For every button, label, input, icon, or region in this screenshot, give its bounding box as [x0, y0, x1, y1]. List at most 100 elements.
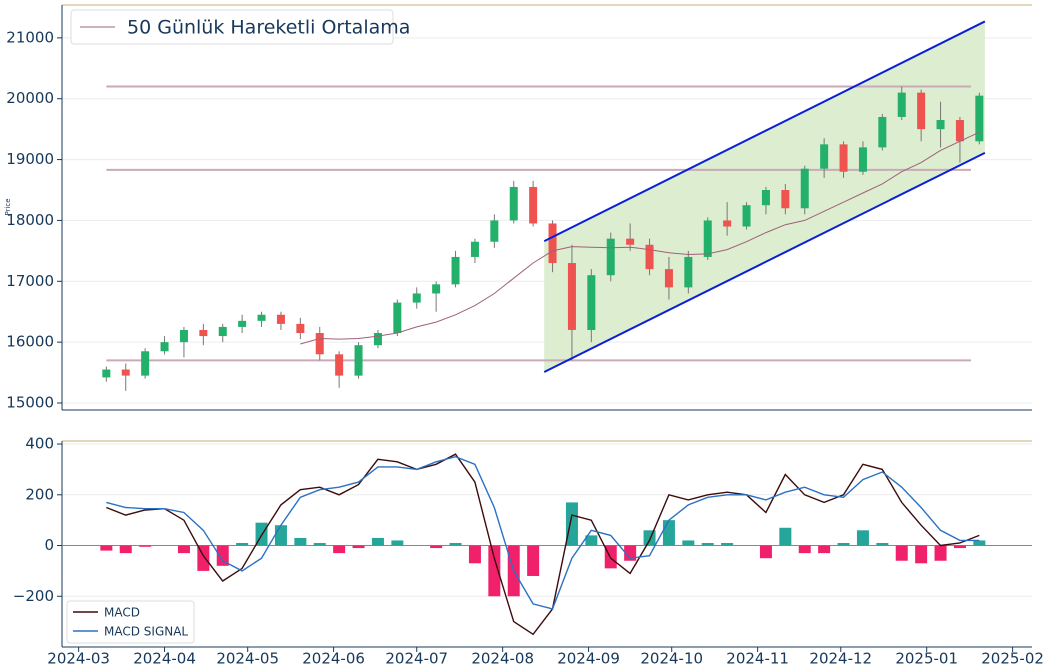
histogram-bar — [779, 527, 792, 546]
histogram-bar — [973, 540, 986, 546]
x-tick-label: 2024-08 — [471, 650, 534, 668]
x-tick-label: 2024-07 — [385, 650, 448, 668]
candle-body — [276, 314, 285, 324]
histogram-bar — [798, 545, 811, 554]
histogram-bar — [662, 520, 675, 546]
candle-body — [238, 320, 247, 327]
legend-label: 50 Günlük Hareketli Ortalama — [127, 17, 410, 39]
candle-body — [936, 120, 945, 130]
histogram-bar — [468, 545, 481, 564]
candle-body — [723, 220, 732, 227]
histogram-bar — [391, 540, 404, 546]
candle-body — [296, 323, 305, 334]
histogram-bar — [352, 545, 365, 549]
candle-body — [121, 369, 130, 376]
histogram-bar — [527, 545, 540, 576]
x-tick-label: 2024-10 — [640, 650, 703, 668]
histogram-bar — [333, 545, 346, 554]
candle-body — [800, 168, 809, 209]
candle-body — [781, 190, 790, 209]
candle-body — [490, 220, 499, 242]
histogram-bar — [119, 545, 132, 554]
candle-body — [218, 326, 227, 337]
histogram-bar — [177, 545, 190, 554]
candle-body — [160, 342, 169, 352]
histogram-bar — [274, 525, 287, 546]
histogram-bar — [371, 537, 384, 546]
candle-body — [761, 190, 770, 206]
histogram-bar — [701, 542, 714, 546]
candle-body — [975, 95, 984, 142]
histogram-bar — [895, 545, 908, 561]
candle-body — [335, 354, 344, 376]
histogram-bar — [624, 545, 637, 561]
histogram-bar — [934, 545, 947, 561]
histogram-bar — [682, 540, 695, 546]
y-tick-label: 21000 — [6, 28, 54, 46]
candle-body — [839, 144, 848, 172]
y-tick-label: 15000 — [6, 394, 54, 412]
channel-line — [543, 20, 986, 243]
candle-body — [199, 329, 208, 337]
candle-body — [451, 256, 460, 285]
candle-body — [179, 329, 188, 343]
candle-body — [567, 263, 576, 330]
candle-body — [606, 238, 615, 276]
histogram-bar — [721, 542, 734, 546]
histogram-bar — [100, 545, 113, 551]
candle-body — [703, 220, 712, 257]
y-tick-label: 16000 — [6, 333, 54, 351]
histogram-bar — [139, 545, 152, 547]
y-tick-label: 0 — [44, 536, 54, 554]
y-tick-label: 200 — [25, 485, 54, 503]
histogram-bar — [449, 542, 462, 546]
x-tick-label: 2024-05 — [216, 650, 279, 668]
histogram-bar — [430, 545, 443, 549]
candle-body — [393, 302, 402, 334]
histogram-bar — [197, 545, 210, 571]
candle-body — [548, 223, 557, 264]
y-tick-label: 17000 — [6, 272, 54, 290]
candle-body — [432, 284, 441, 294]
histogram-bar — [216, 545, 229, 566]
y-axis-label: Price — [4, 198, 12, 215]
candle-body — [373, 333, 382, 346]
candle-body — [587, 275, 596, 330]
histogram-bar — [236, 542, 249, 546]
x-tick-label: 2024-06 — [302, 650, 365, 668]
y-tick-label: −200 — [13, 587, 54, 605]
histogram-bar — [856, 530, 869, 546]
candle-body — [820, 144, 829, 169]
legend: 50 Günlük Hareketli Ortalama — [70, 9, 410, 45]
legend-label: MACD SIGNAL — [104, 625, 188, 639]
candle-body — [897, 92, 906, 117]
histogram-bar — [759, 545, 772, 559]
candle-body — [858, 147, 867, 172]
candle-body — [315, 333, 324, 355]
candle-body — [412, 293, 421, 303]
candle-body — [742, 205, 751, 227]
x-tick-label: 2024-04 — [133, 650, 196, 668]
histogram-bar — [585, 535, 598, 546]
candle-body — [509, 186, 518, 221]
x-tick-label: 2025-01 — [895, 650, 958, 668]
histogram-bar — [915, 545, 928, 564]
candle-body — [257, 314, 266, 321]
legend-label: MACD — [104, 606, 140, 620]
candle-body — [529, 186, 538, 224]
x-tick-label: 2024-12 — [809, 650, 872, 668]
histogram-bar — [953, 545, 966, 549]
legend-box — [66, 600, 195, 644]
candle-body — [470, 241, 479, 257]
candle-body — [645, 244, 654, 270]
histogram-bar — [488, 545, 501, 597]
y-tick-label: 18000 — [6, 211, 54, 229]
histogram-bar — [313, 542, 326, 546]
x-tick-label: 2024-11 — [726, 650, 789, 668]
legend-box — [70, 9, 394, 45]
candle-body — [626, 238, 635, 245]
y-tick-label: 19000 — [6, 150, 54, 168]
x-tick-label: 2024-09 — [557, 650, 620, 668]
x-tick-label: 2025-02 — [981, 650, 1044, 668]
